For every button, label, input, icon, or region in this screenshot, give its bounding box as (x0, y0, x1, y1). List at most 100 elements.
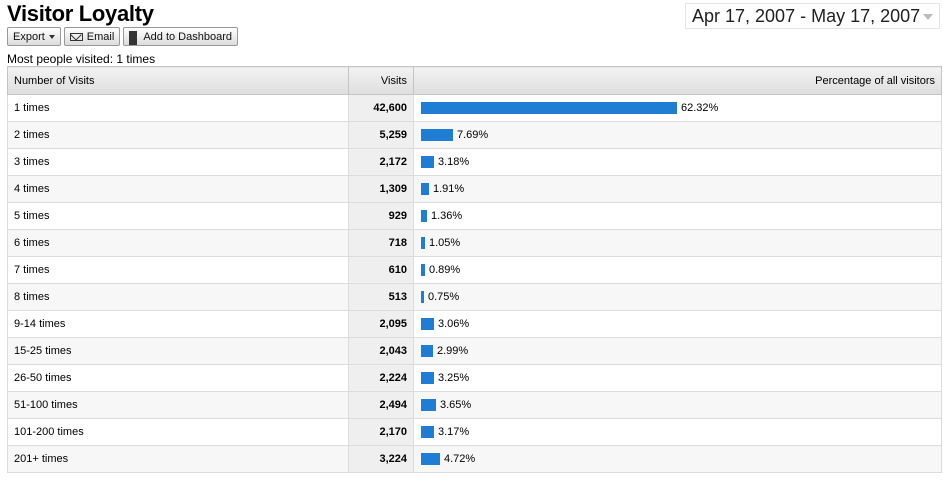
percentage-bar (421, 345, 433, 357)
row-visits-value: 2,170 (348, 418, 414, 446)
row-visits-value: 929 (348, 202, 414, 230)
export-button[interactable]: Export (7, 27, 61, 46)
table-row: 26-50 times 2,224 3.25% (7, 364, 942, 392)
percentage-label: 3.06% (438, 318, 470, 330)
row-percentage-cell: 0.75% (413, 283, 942, 311)
row-percentage-cell: 1.36% (413, 202, 942, 230)
percentage-bar (421, 372, 434, 384)
row-visit-count-label: 1 times (7, 94, 349, 122)
table-row: 8 times 513 0.75% (7, 283, 942, 311)
row-percentage-cell: 1.91% (413, 175, 942, 203)
percentage-bar (421, 210, 427, 222)
row-visit-count-label: 2 times (7, 121, 349, 149)
table-header-row: Number of Visits Visits Percentage of al… (7, 66, 942, 95)
chevron-down-icon[interactable] (923, 14, 933, 20)
row-visits-value: 2,043 (348, 337, 414, 365)
row-visit-count-label: 8 times (7, 283, 349, 311)
table-row: 51-100 times 2,494 3.65% (7, 391, 942, 419)
percentage-bar (421, 426, 434, 438)
dashboard-icon (129, 30, 139, 45)
percentage-label: 3.65% (440, 399, 472, 411)
table-row: 15-25 times 2,043 2.99% (7, 337, 942, 365)
percentage-bar (421, 129, 453, 141)
row-percentage-cell: 7.69% (413, 121, 942, 149)
row-percentage-cell: 3.18% (413, 148, 942, 176)
row-percentage-cell: 3.65% (413, 391, 942, 419)
percentage-label: 1.36% (431, 210, 463, 222)
row-visits-value: 2,494 (348, 391, 414, 419)
percentage-bar (421, 183, 429, 195)
row-visit-count-label: 9-14 times (7, 310, 349, 338)
row-visits-value: 1,309 (348, 175, 414, 203)
row-visit-count-label: 6 times (7, 229, 349, 257)
header-visits[interactable]: Visits (348, 66, 414, 95)
percentage-bar (421, 102, 677, 114)
date-range-selector[interactable]: Apr 17, 2007 - May 17, 2007 (685, 3, 940, 29)
table-row: 6 times 718 1.05% (7, 229, 942, 257)
percentage-bar (421, 291, 424, 303)
percentage-bar (421, 453, 440, 465)
table-row: 1 times 42,600 62.32% (7, 94, 942, 122)
row-visits-value: 610 (348, 256, 414, 284)
percentage-label: 62.32% (681, 102, 719, 114)
percentage-label: 1.91% (433, 183, 465, 195)
header-number-of-visits[interactable]: Number of Visits (7, 66, 349, 95)
toolbar: Export Email Add to Dashboard (7, 27, 238, 46)
percentage-bar (421, 264, 425, 276)
row-percentage-cell: 3.06% (413, 310, 942, 338)
header-percentage[interactable]: Percentage of all visitors (413, 66, 942, 95)
summary-text: Most people visited: 1 times (7, 52, 156, 66)
date-range-label: Apr 17, 2007 - May 17, 2007 (692, 5, 921, 26)
row-percentage-cell: 3.25% (413, 364, 942, 392)
email-button[interactable]: Email (63, 27, 121, 46)
row-visit-count-label: 51-100 times (7, 391, 349, 419)
row-visits-value: 513 (348, 283, 414, 311)
percentage-label: 3.17% (438, 426, 470, 438)
row-percentage-cell: 2.99% (413, 337, 942, 365)
row-visits-value: 3,224 (348, 445, 414, 473)
export-button-label: Export (13, 30, 45, 43)
percentage-bar (421, 399, 436, 411)
envelope-icon (69, 32, 83, 41)
table-row: 2 times 5,259 7.69% (7, 121, 942, 149)
percentage-label: 0.75% (428, 291, 460, 303)
row-percentage-cell: 4.72% (413, 445, 942, 473)
row-visit-count-label: 5 times (7, 202, 349, 230)
visitor-loyalty-table: Number of Visits Visits Percentage of al… (7, 66, 942, 473)
percentage-label: 7.69% (457, 129, 489, 141)
row-visit-count-label: 4 times (7, 175, 349, 203)
row-visits-value: 42,600 (348, 94, 414, 122)
table-row: 4 times 1,309 1.91% (7, 175, 942, 203)
row-visit-count-label: 201+ times (7, 445, 349, 473)
table-row: 201+ times 3,224 4.72% (7, 445, 942, 473)
row-visits-value: 2,172 (348, 148, 414, 176)
page-title: Visitor Loyalty (7, 1, 154, 26)
percentage-label: 4.72% (444, 453, 476, 465)
row-percentage-cell: 3.17% (413, 418, 942, 446)
table-row: 7 times 610 0.89% (7, 256, 942, 284)
row-visits-value: 2,224 (348, 364, 414, 392)
email-button-label: Email (86, 30, 115, 43)
table-row: 101-200 times 2,170 3.17% (7, 418, 942, 446)
percentage-label: 0.89% (429, 264, 461, 276)
add-to-dashboard-label: Add to Dashboard (143, 30, 232, 43)
table-row: 3 times 2,172 3.18% (7, 148, 942, 176)
row-visit-count-label: 26-50 times (7, 364, 349, 392)
table-row: 5 times 929 1.36% (7, 202, 942, 230)
table-row: 9-14 times 2,095 3.06% (7, 310, 942, 338)
row-visits-value: 5,259 (348, 121, 414, 149)
row-visit-count-label: 3 times (7, 148, 349, 176)
row-percentage-cell: 62.32% (413, 94, 942, 122)
percentage-label: 3.25% (438, 372, 470, 384)
row-visit-count-label: 101-200 times (7, 418, 349, 446)
row-visits-value: 718 (348, 229, 414, 257)
row-visit-count-label: 15-25 times (7, 337, 349, 365)
row-visit-count-label: 7 times (7, 256, 349, 284)
percentage-bar (421, 237, 425, 249)
percentage-bar (421, 318, 434, 330)
row-percentage-cell: 1.05% (413, 229, 942, 257)
add-to-dashboard-button[interactable]: Add to Dashboard (123, 27, 238, 46)
percentage-label: 1.05% (429, 237, 461, 249)
percentage-bar (421, 156, 434, 168)
row-visits-value: 2,095 (348, 310, 414, 338)
